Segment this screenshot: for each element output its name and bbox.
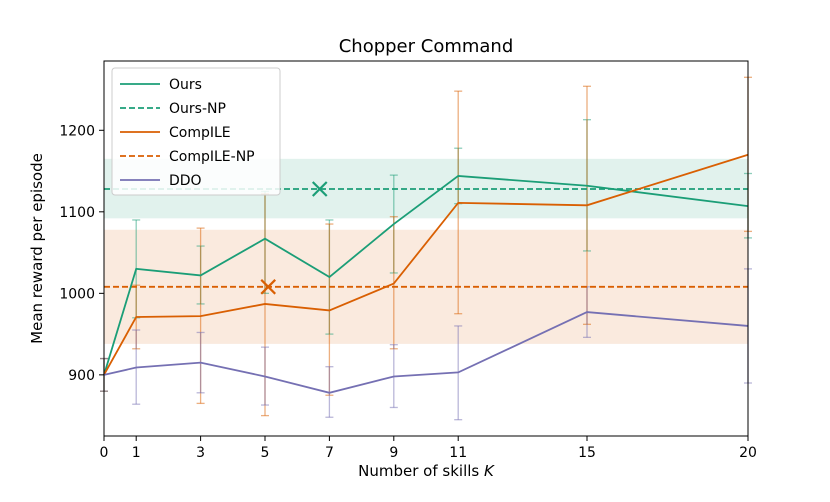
legend: Ours Ours-NP CompILE CompILE-NP DDO bbox=[111, 67, 281, 196]
y-axis-label: Mean reward per episode bbox=[28, 153, 46, 344]
plot-frame bbox=[103, 60, 749, 437]
x-tick-label: 0 bbox=[100, 445, 109, 461]
y-tick-label: 1200 bbox=[59, 123, 95, 139]
legend-label-compile: CompILE bbox=[169, 125, 231, 141]
series-line-ddo bbox=[103, 311, 749, 394]
legend-label-compile-np: CompILE-NP bbox=[169, 149, 255, 165]
reference-markers bbox=[260, 181, 328, 295]
x-tick-label: 15 bbox=[578, 445, 596, 461]
y-tick-label: 1100 bbox=[59, 205, 95, 221]
x-axis-label-var: K bbox=[484, 462, 495, 480]
legend-box bbox=[111, 67, 281, 196]
marker-ours-np bbox=[311, 181, 328, 197]
y-axis-ticks: 900 1000 1100 1200 bbox=[59, 123, 104, 384]
x-axis-label: Number of skills K bbox=[358, 462, 495, 480]
legend-label-ours: Ours bbox=[169, 77, 202, 93]
x-tick-label: 1 bbox=[132, 445, 141, 461]
marker-stroke bbox=[311, 181, 328, 197]
x-tick-label: 5 bbox=[261, 445, 270, 461]
chart-title: Chopper Command bbox=[339, 36, 514, 57]
marker-compile-np bbox=[260, 279, 276, 295]
x-tick-label: 11 bbox=[449, 445, 467, 461]
x-axis-ticks: 0 1 3 5 7 9 11 15 20 bbox=[100, 436, 757, 461]
series-lines bbox=[103, 153, 749, 394]
y-tick-label: 900 bbox=[68, 368, 95, 384]
y-tick-label: 1000 bbox=[59, 286, 95, 302]
x-axis-label-text: Number of skills bbox=[358, 462, 484, 480]
x-tick-label: 3 bbox=[196, 445, 205, 461]
legend-label-ours-np: Ours-NP bbox=[169, 101, 226, 117]
x-tick-label: 7 bbox=[325, 445, 334, 461]
x-tick-label: 9 bbox=[389, 445, 398, 461]
legend-label-ddo: DDO bbox=[169, 173, 202, 189]
series-line-ours bbox=[103, 175, 749, 376]
x-tick-label: 20 bbox=[739, 445, 757, 461]
marker-stroke bbox=[260, 279, 276, 295]
series-line-compile bbox=[103, 153, 749, 376]
